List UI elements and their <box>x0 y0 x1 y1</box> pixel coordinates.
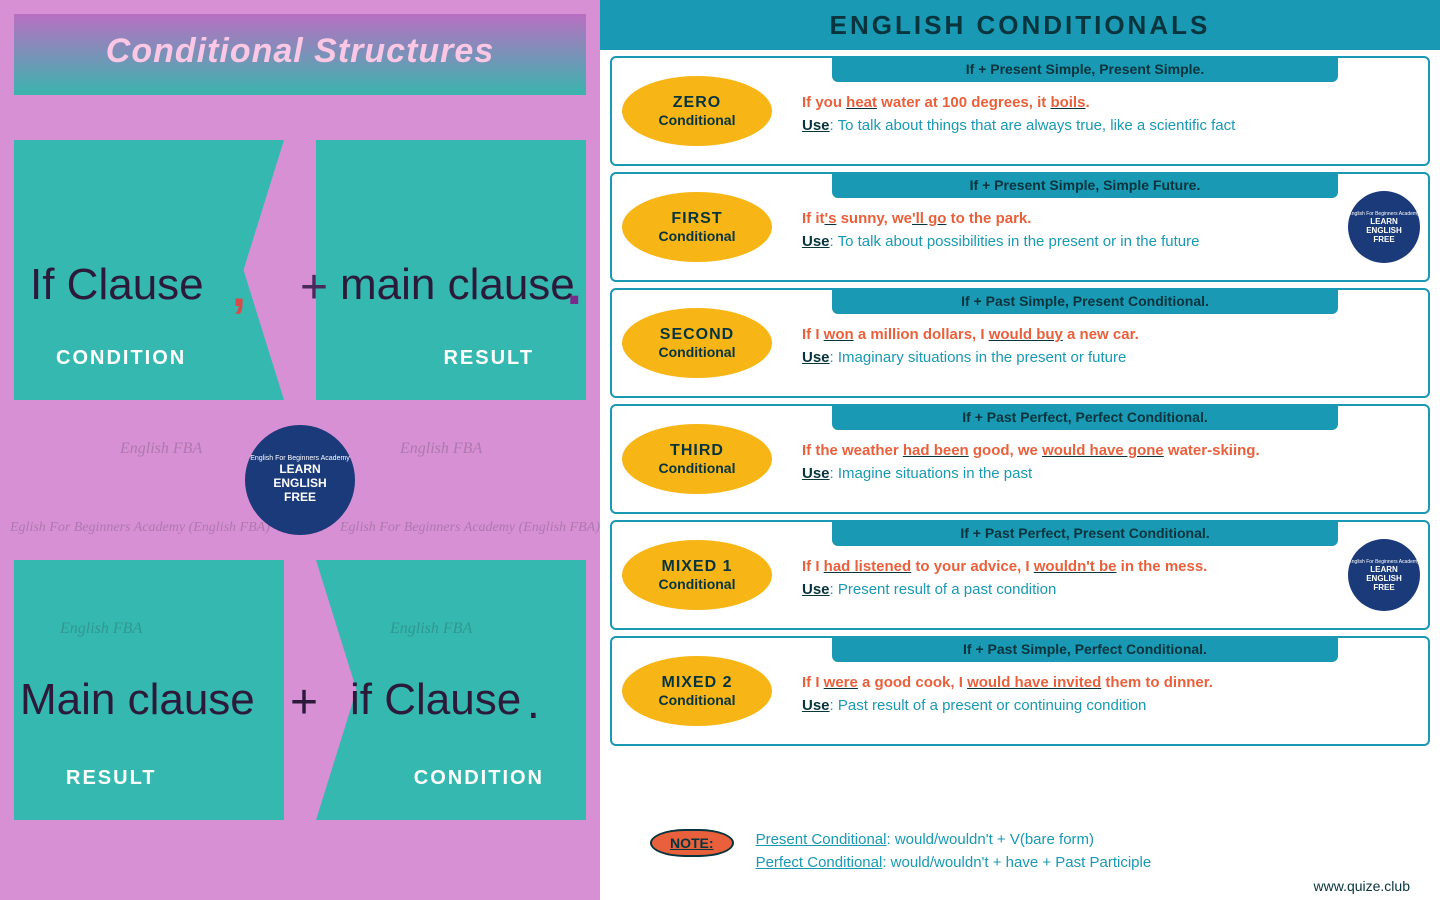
bot-main-clause: Main clause <box>20 675 255 725</box>
role-result-top: RESULT <box>443 347 534 370</box>
conditional-pill: MIXED 1Conditional <box>622 540 772 610</box>
note-pill: NOTE: <box>650 829 734 857</box>
card-body: If you heat water at 100 degrees, it boi… <box>802 92 1412 137</box>
pill-sub: Conditional <box>659 576 736 592</box>
pill-sub: Conditional <box>659 228 736 244</box>
role-condition-top: CONDITION <box>56 347 186 370</box>
header-title: ENGLISH CONDITIONALS <box>830 10 1211 41</box>
pill-name: FIRST <box>671 210 722 228</box>
card-body: If I were a good cook, I would have invi… <box>802 672 1412 717</box>
pill-sub: Conditional <box>659 692 736 708</box>
card-use: Use: Imagine situations in the past <box>802 463 1412 486</box>
formula-tab: If + Present Simple, Present Simple. <box>832 56 1338 82</box>
formula-tab: If + Past Simple, Perfect Conditional. <box>832 636 1338 662</box>
formula-tab: If + Past Perfect, Perfect Conditional. <box>832 404 1338 430</box>
conditional-pill: FIRSTConditional <box>622 192 772 262</box>
card-mixed-2: If + Past Simple, Perfect Conditional. MI… <box>610 636 1430 746</box>
right-panel: ENGLISH CONDITIONALS If + Present Simple… <box>600 0 1440 900</box>
left-title-bar: Conditional Structures <box>14 14 586 95</box>
bot-period: . <box>527 675 540 730</box>
watermark: English FBA <box>390 620 472 638</box>
card-third: If + Past Perfect, Perfect Conditional. T… <box>610 404 1430 514</box>
watermark: Eglish For Beginners Academy (English FB… <box>10 520 270 536</box>
formula-tab: If + Past Simple, Present Conditional. <box>832 288 1338 314</box>
note-row: NOTE: Present Conditional: would/wouldn'… <box>600 823 1440 874</box>
learn-english-badge-icon: English For Beginners AcademyLEARNENGLIS… <box>1348 539 1420 611</box>
learn-english-badge-icon: English For Beginners AcademyLEARNENGLIS… <box>1348 191 1420 263</box>
card-use: Use: Past result of a present or continu… <box>802 695 1412 718</box>
card-example: If you heat water at 100 degrees, it boi… <box>802 92 1412 115</box>
left-title: Conditional Structures <box>14 32 586 71</box>
pill-sub: Conditional <box>659 112 736 128</box>
card-body: If it's sunny, we'll go to the park.Use:… <box>802 208 1412 253</box>
card-example: If I had listened to your advice, I woul… <box>802 556 1412 579</box>
pill-name: MIXED 2 <box>661 674 732 692</box>
left-panel: Conditional Structures CONDITION RESULT … <box>0 0 600 900</box>
formula-tab: If + Present Simple, Simple Future. <box>832 172 1338 198</box>
card-example: If I won a million dollars, I would buy … <box>802 324 1412 347</box>
card-body: If the weather had been good, we would h… <box>802 440 1412 485</box>
cards-container: If + Present Simple, Present Simple. ZERO… <box>600 50 1440 823</box>
conditional-pill: THIRDConditional <box>622 424 772 494</box>
card-second: If + Past Simple, Present Conditional. SE… <box>610 288 1430 398</box>
badge-line3: FREE <box>284 491 316 505</box>
card-use: Use: To talk about possibilities in the … <box>802 231 1412 254</box>
card-example: If I were a good cook, I would have invi… <box>802 672 1412 695</box>
note-text: Present Conditional: would/wouldn't + V(… <box>756 829 1152 874</box>
badge-line2: ENGLISH <box>273 477 326 491</box>
conditional-pill: SECONDConditional <box>622 308 772 378</box>
card-example: If it's sunny, we'll go to the park. <box>802 208 1412 231</box>
card-mixed-1: If + Past Perfect, Present Conditional. M… <box>610 520 1430 630</box>
card-use: Use: Imaginary situations in the present… <box>802 347 1412 370</box>
pill-name: ZERO <box>673 94 721 112</box>
role-condition-bot: CONDITION <box>414 767 544 790</box>
top-period: . <box>566 252 582 317</box>
top-if-clause: If Clause <box>30 260 204 310</box>
bot-if-clause: if Clause <box>350 675 521 725</box>
pill-name: THIRD <box>670 442 724 460</box>
learn-english-badge: English For Beginners Academy LEARN ENGL… <box>245 425 355 535</box>
role-result-bot: RESULT <box>66 767 157 790</box>
pill-name: MIXED 1 <box>661 558 732 576</box>
conditional-pill: ZEROConditional <box>622 76 772 146</box>
note-line1: Present Conditional: would/wouldn't + V(… <box>756 829 1152 852</box>
watermark: English FBA <box>120 440 202 458</box>
conditional-pill: MIXED 2Conditional <box>622 656 772 726</box>
bot-plus: + <box>290 675 318 730</box>
formula-tab: If + Past Perfect, Present Conditional. <box>832 520 1338 546</box>
watermark: Eglish For Beginners Academy (English FB… <box>340 520 600 536</box>
pill-sub: Conditional <box>659 460 736 476</box>
pill-name: SECOND <box>660 326 734 344</box>
top-comma: , <box>232 260 246 318</box>
top-main-clause: main clause <box>340 260 575 310</box>
watermark: English FBA <box>60 620 142 638</box>
card-zero: If + Present Simple, Present Simple. ZERO… <box>610 56 1430 166</box>
pill-sub: Conditional <box>659 344 736 360</box>
card-first: If + Present Simple, Simple Future. FIRST… <box>610 172 1430 282</box>
footer-url: www.quize.club <box>600 874 1440 900</box>
card-body: If I had listened to your advice, I woul… <box>802 556 1412 601</box>
top-plus: + <box>300 260 328 315</box>
card-body: If I won a million dollars, I would buy … <box>802 324 1412 369</box>
card-example: If the weather had been good, we would h… <box>802 440 1412 463</box>
card-use: Use: To talk about things that are alway… <box>802 115 1412 138</box>
card-use: Use: Present result of a past condition <box>802 579 1412 602</box>
watermark: English FBA <box>400 440 482 458</box>
badge-line1: LEARN <box>279 463 320 477</box>
note-line2: Perfect Conditional: would/wouldn't + ha… <box>756 852 1152 875</box>
header-bar: ENGLISH CONDITIONALS <box>600 0 1440 50</box>
